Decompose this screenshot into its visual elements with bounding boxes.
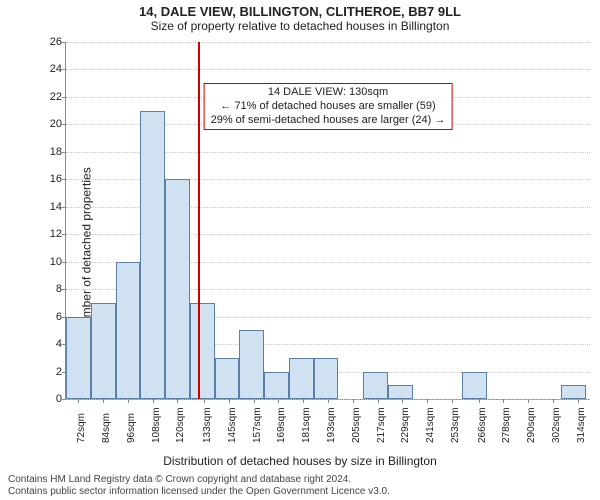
x-tick-mark bbox=[204, 399, 205, 403]
plot-area: 0246810121416182022242672sqm84sqm96sqm10… bbox=[65, 42, 590, 400]
callout-line-1: 14 DALE VIEW: 130sqm bbox=[211, 86, 446, 100]
histogram-bar bbox=[165, 179, 190, 399]
footer-line-1: Contains HM Land Registry data © Crown c… bbox=[8, 474, 592, 486]
y-tick-label: 6 bbox=[56, 311, 66, 323]
y-tick-label: 0 bbox=[56, 393, 66, 405]
x-tick-mark bbox=[378, 399, 379, 403]
histogram-bar bbox=[190, 303, 215, 399]
histogram-bar bbox=[462, 372, 487, 399]
y-tick-label: 12 bbox=[50, 228, 66, 240]
y-tick-label: 18 bbox=[50, 146, 66, 158]
y-tick-label: 20 bbox=[50, 118, 66, 130]
x-tick-label: 84sqm bbox=[101, 413, 112, 443]
x-tick-label: 96sqm bbox=[126, 413, 137, 443]
callout-line-2: ← 71% of detached houses are smaller (59… bbox=[211, 100, 446, 114]
x-tick-label: 229sqm bbox=[400, 407, 411, 443]
x-tick-mark bbox=[177, 399, 178, 403]
y-tick-label: 10 bbox=[50, 256, 66, 268]
x-tick-label: 266sqm bbox=[477, 407, 488, 443]
callout-line-3: 29% of semi-detached houses are larger (… bbox=[211, 114, 446, 128]
x-tick-label: 108sqm bbox=[151, 407, 162, 443]
x-tick-label: 133sqm bbox=[202, 407, 213, 443]
y-tick-label: 4 bbox=[56, 338, 66, 350]
x-tick-label: 314sqm bbox=[576, 407, 587, 443]
y-tick-label: 24 bbox=[50, 63, 66, 75]
reference-line bbox=[198, 42, 200, 399]
y-tick-label: 2 bbox=[56, 366, 66, 378]
x-tick-label: 253sqm bbox=[450, 407, 461, 443]
x-tick-mark bbox=[254, 399, 255, 403]
x-tick-label: 205sqm bbox=[351, 407, 362, 443]
histogram-bar bbox=[91, 303, 116, 399]
gridline bbox=[66, 42, 590, 43]
x-tick-label: 72sqm bbox=[76, 413, 87, 443]
annotation-callout: 14 DALE VIEW: 130sqm ← 71% of detached h… bbox=[204, 83, 453, 130]
gridline bbox=[66, 69, 590, 70]
x-tick-label: 290sqm bbox=[526, 407, 537, 443]
x-tick-label: 193sqm bbox=[326, 407, 337, 443]
x-tick-mark bbox=[153, 399, 154, 403]
x-tick-label: 241sqm bbox=[425, 407, 436, 443]
x-tick-label: 278sqm bbox=[501, 407, 512, 443]
histogram-bar bbox=[239, 330, 264, 399]
x-tick-mark bbox=[353, 399, 354, 403]
x-tick-label: 120sqm bbox=[175, 407, 186, 443]
x-tick-mark bbox=[278, 399, 279, 403]
x-tick-mark bbox=[479, 399, 480, 403]
histogram-bar bbox=[561, 385, 586, 399]
histogram-bar bbox=[264, 372, 289, 399]
x-tick-mark bbox=[553, 399, 554, 403]
x-tick-mark bbox=[78, 399, 79, 403]
histogram-bar bbox=[215, 358, 240, 399]
footer-attribution: Contains HM Land Registry data © Crown c… bbox=[8, 474, 592, 498]
x-tick-label: 217sqm bbox=[376, 407, 387, 443]
x-tick-mark bbox=[402, 399, 403, 403]
x-tick-mark bbox=[103, 399, 104, 403]
x-tick-mark bbox=[427, 399, 428, 403]
x-tick-mark bbox=[452, 399, 453, 403]
x-tick-mark bbox=[578, 399, 579, 403]
x-tick-label: 169sqm bbox=[276, 407, 287, 443]
histogram-bar bbox=[116, 262, 141, 399]
y-tick-label: 8 bbox=[56, 283, 66, 295]
histogram-bar bbox=[388, 385, 413, 399]
chart-title: 14, DALE VIEW, BILLINGTON, CLITHEROE, BB… bbox=[0, 0, 600, 19]
x-tick-label: 157sqm bbox=[252, 407, 263, 443]
x-tick-mark bbox=[328, 399, 329, 403]
histogram-bar bbox=[289, 358, 314, 399]
x-tick-mark bbox=[128, 399, 129, 403]
footer-line-2: Contains public sector information licen… bbox=[8, 486, 592, 498]
x-tick-mark bbox=[229, 399, 230, 403]
y-tick-label: 22 bbox=[50, 91, 66, 103]
y-tick-label: 14 bbox=[50, 201, 66, 213]
x-axis-label: Distribution of detached houses by size … bbox=[0, 454, 600, 468]
histogram-bar bbox=[66, 317, 91, 399]
y-tick-label: 26 bbox=[50, 36, 66, 48]
x-tick-mark bbox=[528, 399, 529, 403]
chart-subtitle: Size of property relative to detached ho… bbox=[0, 19, 600, 35]
x-tick-mark bbox=[503, 399, 504, 403]
histogram-bar bbox=[363, 372, 388, 399]
x-tick-label: 302sqm bbox=[551, 407, 562, 443]
y-tick-label: 16 bbox=[50, 173, 66, 185]
x-tick-mark bbox=[303, 399, 304, 403]
x-tick-label: 145sqm bbox=[227, 407, 238, 443]
x-tick-label: 181sqm bbox=[301, 407, 312, 443]
histogram-bar bbox=[140, 111, 165, 399]
histogram-bar bbox=[314, 358, 339, 399]
